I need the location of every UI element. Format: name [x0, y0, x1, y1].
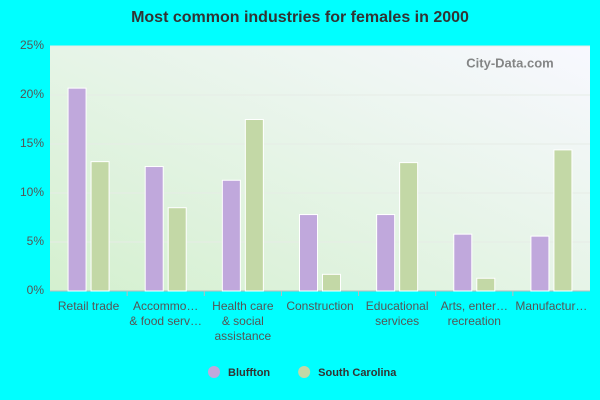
bar [299, 214, 318, 292]
bar [90, 161, 110, 292]
x-tick-label: Manufactur… [515, 299, 587, 313]
bar [144, 166, 164, 292]
x-tick-label: Retail trade [58, 299, 120, 313]
x-tick-label: Health care [212, 299, 274, 313]
bar [399, 162, 419, 292]
x-tick-label: Accommo… [133, 299, 198, 313]
bar [221, 179, 241, 292]
x-tick-label: Educational [366, 299, 429, 313]
bar [244, 119, 264, 292]
bar [322, 273, 341, 292]
plot-area [50, 46, 590, 291]
y-tick-label: 5% [27, 234, 45, 248]
x-tick-label: & social [222, 314, 264, 328]
bar [167, 207, 187, 292]
bar [476, 277, 496, 292]
y-tick-label: 20% [20, 87, 44, 101]
x-tick-label: Construction [286, 299, 353, 313]
y-tick-label: 25% [20, 38, 44, 52]
watermark: City-Data.com [466, 55, 553, 70]
x-tick-label: Arts, enter… [441, 299, 508, 313]
bar [376, 214, 396, 292]
bar [530, 235, 550, 292]
x-tick-label: recreation [448, 314, 501, 328]
y-tick-label: 15% [20, 136, 44, 150]
bar [553, 149, 573, 292]
y-tick-label: 0% [27, 283, 45, 297]
x-tick-label: services [375, 314, 419, 328]
bar [67, 87, 87, 292]
legend-swatch [208, 366, 220, 378]
bar [453, 233, 473, 292]
legend-swatch [298, 366, 311, 378]
x-tick-label: & food serv… [129, 314, 202, 328]
x-tick-label: assistance [215, 329, 272, 343]
legend-label: South Carolina [318, 367, 397, 379]
y-tick-label: 10% [20, 185, 44, 199]
chart-title: Most common industries for females in 20… [131, 9, 469, 26]
legend-label: Bluffton [228, 367, 270, 379]
